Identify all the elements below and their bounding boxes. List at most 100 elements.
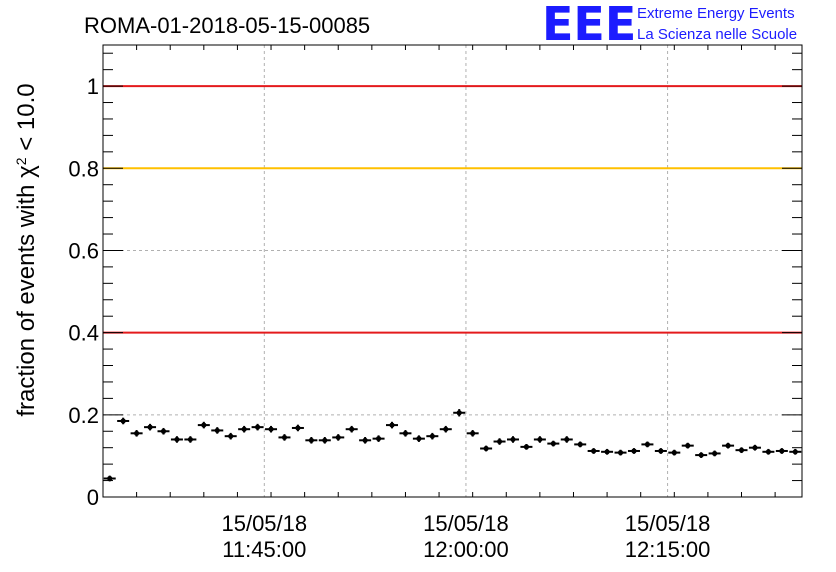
data-point [130, 430, 143, 437]
point-marker [617, 450, 624, 456]
data-point [372, 435, 385, 442]
x-tick-time-label: 11:45:00 [222, 537, 306, 562]
data-point [318, 437, 331, 444]
data-point [533, 436, 546, 443]
data-point [587, 448, 600, 454]
data-point [265, 425, 278, 433]
point-marker [107, 475, 113, 482]
data-point [493, 438, 506, 445]
data-point [574, 441, 587, 448]
point-marker [389, 422, 395, 428]
data-point [775, 448, 788, 454]
point-marker [792, 449, 798, 455]
point-marker [174, 436, 180, 443]
data-point [399, 430, 412, 437]
point-marker [322, 437, 328, 443]
point-marker [577, 441, 583, 448]
y-axis-title-sup: 2 [13, 157, 29, 165]
data-point [251, 423, 264, 431]
x-tick-time-label: 12:15:00 [625, 537, 711, 562]
data-point [386, 421, 399, 429]
point-marker [496, 438, 503, 445]
point-marker [604, 449, 610, 455]
point-marker [779, 448, 785, 454]
point-marker [134, 430, 140, 436]
point-marker [375, 436, 382, 442]
point-marker [362, 437, 368, 443]
point-marker [254, 424, 261, 430]
data-point [722, 442, 735, 449]
data-point [601, 448, 614, 455]
grid [103, 45, 802, 497]
point-marker [402, 430, 409, 436]
point-marker [550, 440, 556, 447]
data-point [144, 423, 157, 431]
point-marker [712, 450, 718, 457]
point-marker [658, 448, 664, 454]
point-marker [631, 448, 637, 454]
point-marker [738, 447, 745, 453]
y-tick-label: 0.6 [68, 238, 99, 263]
logo-mark: EEE [542, 0, 636, 51]
point-marker [456, 410, 462, 416]
data-point [184, 436, 197, 443]
data-point [439, 425, 452, 433]
data-point [466, 430, 479, 437]
point-marker [308, 437, 314, 443]
point-marker [228, 433, 234, 439]
data-point [291, 424, 304, 432]
data-points [103, 409, 802, 482]
data-point [520, 443, 533, 450]
data-point [614, 449, 627, 456]
point-marker [483, 445, 489, 452]
data-point [506, 436, 519, 443]
data-point [332, 434, 345, 441]
point-marker [429, 433, 435, 439]
data-point [345, 425, 358, 433]
point-marker [201, 422, 207, 428]
logo-line1: Extreme Energy Events [637, 5, 795, 22]
axes [102, 44, 803, 498]
point-marker [523, 444, 530, 450]
point-marker [685, 443, 691, 449]
data-point [238, 425, 251, 433]
point-marker [120, 418, 126, 424]
point-marker [241, 426, 247, 432]
y-tick-label: 0.8 [68, 156, 99, 181]
point-marker [765, 449, 771, 455]
chart-title: ROMA-01-2018-05-15-00085 [84, 13, 370, 38]
data-point [170, 436, 183, 443]
point-marker [268, 426, 274, 432]
data-point [654, 448, 667, 454]
data-point [453, 409, 466, 417]
y-axis-title: fraction of events with χ2 < 10.0 [13, 83, 40, 416]
logo-line2: La Scienza nelle Scuole [637, 26, 797, 43]
point-marker [349, 426, 355, 432]
point-marker [510, 436, 516, 443]
data-point [359, 437, 372, 444]
x-tick-date-label: 15/05/18 [625, 511, 711, 536]
y-axis-title-suffix: < 10.0 [13, 83, 40, 157]
point-marker [725, 443, 731, 449]
point-marker [335, 434, 341, 441]
point-marker [187, 436, 193, 443]
data-point [211, 427, 224, 434]
data-point [412, 435, 425, 442]
x-tick-date-label: 15/05/18 [221, 511, 307, 536]
data-point [681, 442, 694, 449]
data-point [708, 450, 721, 457]
data-point [789, 448, 802, 455]
point-marker [281, 434, 288, 441]
point-marker [160, 428, 167, 434]
x-tick-time-label: 12:00:00 [423, 537, 509, 562]
point-marker [591, 448, 597, 454]
x-tick-date-label: 15/05/18 [423, 511, 509, 536]
point-marker [147, 424, 153, 430]
y-tick-label: 0 [87, 485, 99, 510]
point-marker [470, 430, 476, 436]
y-tick-label: 0.4 [68, 321, 99, 346]
reference-lines [103, 85, 802, 334]
data-point [641, 441, 654, 448]
data-point [748, 444, 761, 451]
y-tick-label: 1 [87, 74, 99, 99]
